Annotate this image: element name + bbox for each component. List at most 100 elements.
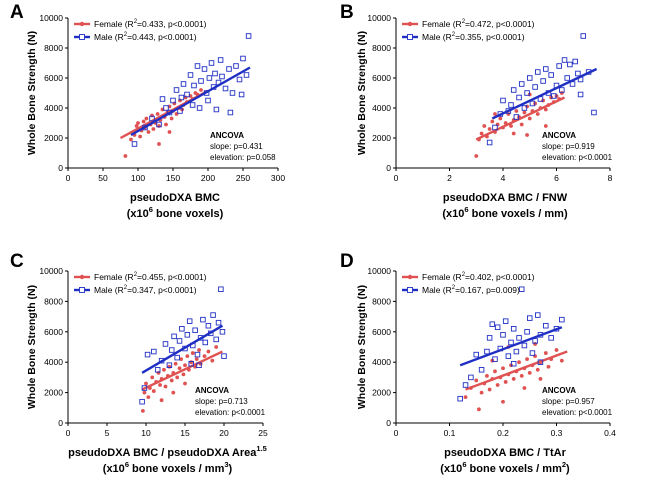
male-data-point — [217, 57, 224, 63]
male-data-point — [529, 350, 536, 356]
female-data-point — [546, 364, 551, 369]
female-data-point — [493, 369, 497, 374]
x-tick-label: 150 — [166, 173, 180, 183]
legend-item-male: Male (R2=0.443, p<0.0001) — [74, 32, 197, 42]
female-data-point — [151, 389, 156, 393]
male-data-point — [168, 347, 175, 353]
ancova-annotation: ANCOVA slope: p=0.431 elevation: p=0.058 — [210, 131, 276, 162]
female-data-point — [164, 122, 168, 127]
male-data-point — [489, 321, 496, 327]
male-data-point — [198, 78, 204, 84]
male-data-point — [527, 315, 533, 321]
female-data-point — [525, 133, 529, 137]
y-tick-label: 10000 — [367, 13, 391, 23]
female-data-point — [190, 351, 195, 355]
male-data-point — [196, 362, 202, 368]
female-data-point — [543, 124, 548, 128]
female-data-point — [141, 119, 146, 124]
female-data-point — [179, 357, 184, 362]
y-tick-label: 4000 — [44, 357, 63, 367]
series-female — [140, 345, 223, 413]
female-data-point — [463, 395, 468, 400]
female-data-point — [511, 377, 516, 381]
male-data-point — [233, 63, 239, 69]
legend-swatch-marker — [79, 287, 85, 293]
female-data-point — [517, 360, 521, 365]
y-tick-label: 0 — [58, 418, 63, 428]
female-data-point — [474, 154, 479, 158]
male-data-point — [564, 75, 570, 81]
male-data-point — [210, 312, 216, 318]
female-data-point — [144, 381, 148, 386]
female-data-point — [140, 408, 145, 413]
female-data-point — [522, 386, 527, 390]
y-tick-label: 10000 — [367, 266, 391, 276]
female-data-point — [493, 112, 497, 116]
legend-item-female: Female (R2=0.455, p<0.0001) — [74, 272, 207, 282]
male-data-point — [492, 124, 498, 131]
female-data-point — [162, 367, 166, 372]
male-data-point — [173, 87, 180, 93]
male-data-point — [575, 70, 581, 77]
male-data-point — [500, 332, 506, 338]
male-data-point — [227, 109, 234, 116]
male-data-point — [213, 106, 220, 113]
male-data-point — [131, 141, 138, 147]
y-tick-label: 6000 — [44, 327, 63, 337]
male-data-point — [524, 329, 530, 335]
y-tick-label: 4000 — [372, 357, 391, 367]
male-data-point — [213, 336, 219, 343]
female-data-point — [150, 113, 154, 118]
male-data-point — [205, 322, 212, 329]
male-data-point — [208, 60, 215, 66]
series-male — [139, 286, 227, 405]
female-data-point — [525, 357, 529, 362]
panel-D: D 0 2000 4000 6000 8000 10000 0 0.1 0.2 0.3 0.4 Whol… — [340, 251, 616, 475]
male-data-point — [500, 97, 506, 104]
panel-B: B 0 2000 4000 6000 8000 10000 0 2 4 6 8 Whole Bone S… — [340, 2, 613, 220]
male-data-point — [149, 115, 155, 122]
male-data-point — [189, 102, 196, 108]
y-tick-label: 6000 — [372, 73, 391, 83]
y-tick-label: 0 — [386, 418, 391, 428]
x-tick-label: 15 — [180, 428, 190, 438]
male-regression-line — [141, 324, 224, 374]
y-tick-label: 10000 — [39, 266, 63, 276]
panel-letter: C — [10, 251, 24, 272]
male-data-point — [243, 72, 250, 78]
male-data-point — [543, 322, 549, 329]
x-tick-label: 8 — [608, 173, 613, 183]
male-data-point — [516, 94, 522, 101]
male-data-point — [543, 66, 549, 72]
panel-letter: B — [340, 2, 354, 23]
female-data-point — [142, 390, 147, 395]
female-data-point — [157, 124, 161, 128]
female-data-point — [150, 375, 155, 380]
female-data-point — [543, 351, 548, 355]
legend-label: Female (R2=0.402, p<0.0001) — [422, 272, 535, 282]
male-data-point — [556, 63, 562, 69]
female-data-point — [171, 390, 176, 395]
female-data-point — [175, 375, 180, 380]
male-data-point — [196, 105, 203, 111]
female-regression-line — [141, 350, 223, 391]
female-data-point — [144, 116, 149, 121]
male-data-point — [513, 348, 520, 355]
female-data-point — [169, 378, 174, 383]
female-data-point — [146, 395, 151, 400]
y-tick-label: 6000 — [44, 73, 63, 83]
male-data-point — [559, 316, 565, 323]
ancova-slope: slope: p=0.431 — [210, 142, 263, 151]
male-data-point — [502, 318, 509, 324]
male-data-point — [535, 312, 541, 318]
male-data-point — [201, 66, 208, 72]
male-data-point — [508, 102, 514, 108]
male-regression-line — [130, 66, 251, 137]
male-data-point — [494, 324, 501, 330]
male-data-point — [187, 72, 194, 78]
female-data-point — [527, 116, 532, 121]
female-data-point — [123, 154, 128, 158]
female-data-point — [167, 130, 172, 134]
x-tick-label: 300 — [271, 173, 285, 183]
male-data-point — [219, 329, 226, 335]
